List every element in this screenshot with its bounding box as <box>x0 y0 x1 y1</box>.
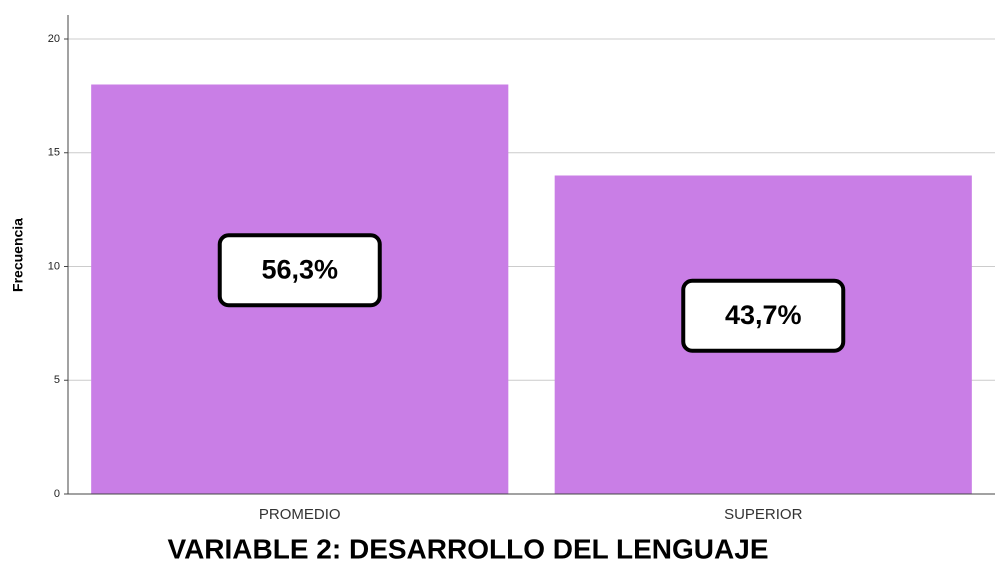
y-tick-label: 5 <box>54 374 60 386</box>
y-tick-label: 15 <box>48 147 60 159</box>
x-tick-label: PROMEDIO <box>259 506 341 523</box>
chart-title: VARIABLE 2: DESARROLLO DEL LENGUAJE <box>167 533 768 564</box>
y-tick-label: 10 <box>48 260 60 272</box>
y-tick-label: 20 <box>48 33 60 45</box>
data-label-box <box>681 278 846 353</box>
y-axis-label: Frecuencia <box>10 218 26 292</box>
data-label: 43,7% <box>725 300 802 330</box>
x-tick-label: SUPERIOR <box>724 506 803 523</box>
data-label-box <box>217 233 382 308</box>
y-tick-label: 0 <box>54 488 60 500</box>
data-label: 56,3% <box>261 254 338 284</box>
